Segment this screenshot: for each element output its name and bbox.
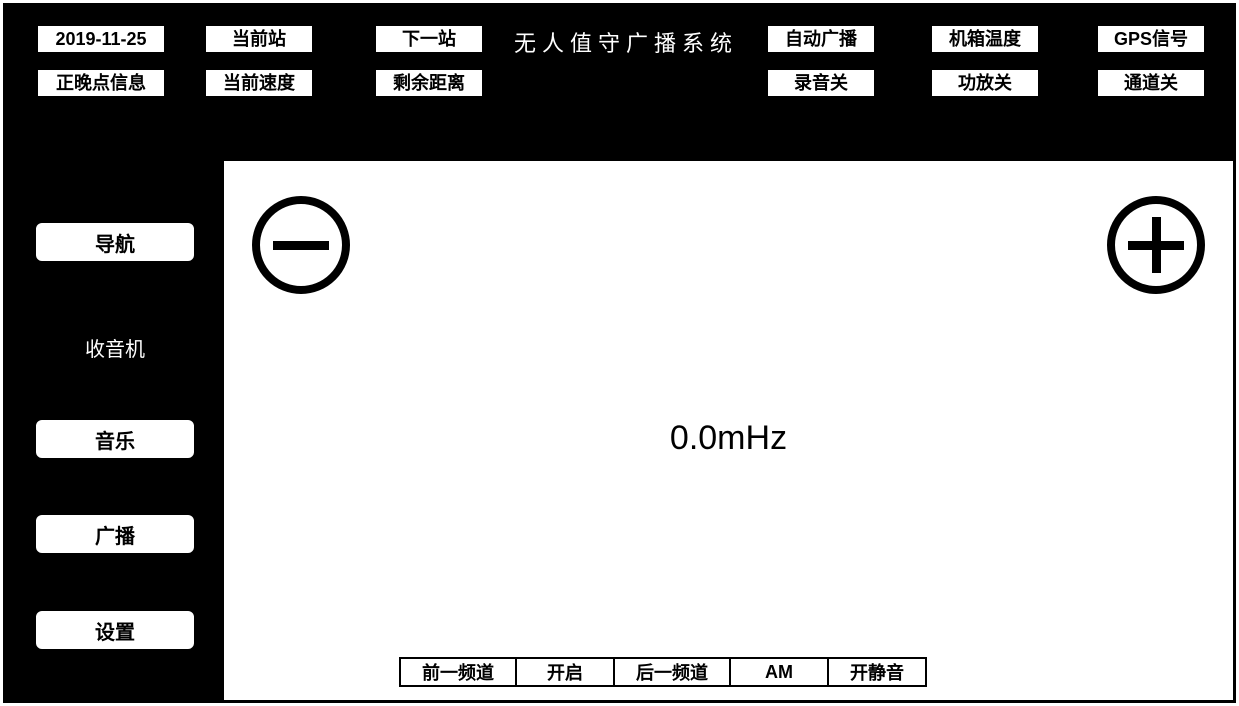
decrease-button[interactable]	[252, 196, 350, 294]
current-station-btn[interactable]: 当前站	[204, 24, 314, 54]
settings-button[interactable]: 设置	[34, 609, 196, 651]
bottom-controls: 前一频道 开启 后一频道 AM 开静音	[399, 657, 927, 687]
navigation-button[interactable]: 导航	[34, 221, 196, 263]
auto-broadcast-btn[interactable]: 自动广播	[766, 24, 876, 54]
amp-off-btn[interactable]: 功放关	[930, 68, 1040, 98]
radio-label[interactable]: 收音机	[34, 333, 196, 362]
broadcast-button[interactable]: 广播	[34, 513, 196, 555]
music-button[interactable]: 音乐	[34, 418, 196, 460]
frequency-display: 0.0mHz	[224, 419, 1233, 458]
date-display: 2019-11-25	[36, 24, 166, 54]
plus-icon-v	[1152, 217, 1161, 273]
punctuality-btn[interactable]: 正晚点信息	[36, 68, 166, 98]
gps-signal-btn[interactable]: GPS信号	[1096, 24, 1206, 54]
header-bar: 2019-11-25 当前站 下一站 无人值守广播系统 自动广播 机箱温度 GP…	[6, 6, 1233, 161]
main-area: 0.0mHz 前一频道 开启 后一频道 AM 开静音	[224, 161, 1233, 700]
outer-frame: 2019-11-25 当前站 下一站 无人值守广播系统 自动广播 机箱温度 GP…	[3, 3, 1236, 703]
case-temp-btn[interactable]: 机箱温度	[930, 24, 1040, 54]
remaining-distance-btn[interactable]: 剩余距离	[374, 68, 484, 98]
open-button[interactable]: 开启	[515, 657, 615, 687]
channel-off-btn[interactable]: 通道关	[1096, 68, 1206, 98]
mute-button[interactable]: 开静音	[827, 657, 927, 687]
recording-off-btn[interactable]: 录音关	[766, 68, 876, 98]
next-channel-button[interactable]: 后一频道	[613, 657, 731, 687]
sidebar: 导航 收音机 音乐 广播 设置	[6, 161, 224, 700]
prev-channel-button[interactable]: 前一频道	[399, 657, 517, 687]
minus-icon	[273, 241, 329, 250]
current-speed-btn[interactable]: 当前速度	[204, 68, 314, 98]
next-station-btn[interactable]: 下一站	[374, 24, 484, 54]
increase-button[interactable]	[1107, 196, 1205, 294]
am-button[interactable]: AM	[729, 657, 829, 687]
system-title: 无人值守广播系统	[506, 26, 746, 58]
